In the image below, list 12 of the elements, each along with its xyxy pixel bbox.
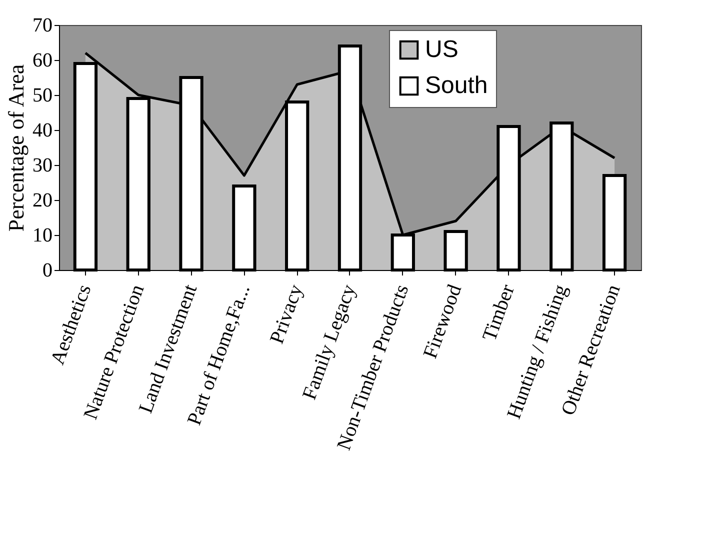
y-tick-label: 30 xyxy=(32,154,52,176)
y-tick-label: 50 xyxy=(32,84,52,106)
y-tick-label: 20 xyxy=(32,190,52,212)
y-axis-title: Percentage of Area xyxy=(4,64,28,232)
legend-label: US xyxy=(425,36,458,63)
y-tick-label: 40 xyxy=(32,120,52,142)
y-tick-label: 60 xyxy=(32,50,52,72)
legend-label: South xyxy=(425,72,488,99)
y-tick-label: 10 xyxy=(32,224,52,246)
x-tick-label: Timber xyxy=(478,281,520,344)
y-tick-label: 70 xyxy=(32,14,52,36)
y-tick-label: 0 xyxy=(42,260,52,282)
